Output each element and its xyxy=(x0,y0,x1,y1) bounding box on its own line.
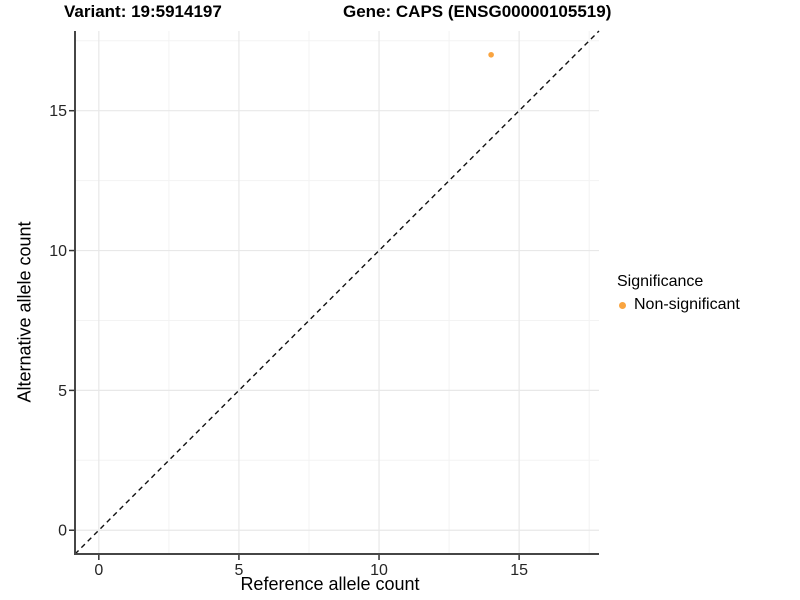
gene-title: Gene: CAPS (ENSG00000105519) xyxy=(343,2,612,21)
legend-item-label: Non-significant xyxy=(634,296,740,313)
legend: Significance Non-significant xyxy=(617,273,740,314)
legend-item-non-significant: Non-significant xyxy=(617,296,740,314)
data-point xyxy=(488,51,494,58)
y-axis-title: Alternative allele count xyxy=(14,221,35,403)
identity-line xyxy=(74,30,600,555)
x-axis-title: Reference allele count xyxy=(240,574,420,594)
x-tick-label: 0 xyxy=(94,562,103,579)
x-tick-label: 15 xyxy=(510,562,528,579)
y-tick-label: 5 xyxy=(58,383,67,400)
legend-title: Significance xyxy=(617,273,704,290)
x-tick-label: 5 xyxy=(234,562,243,579)
y-tick-label: 15 xyxy=(49,103,67,120)
x-tick-label: 10 xyxy=(370,562,388,579)
y-tick-label: 0 xyxy=(58,523,67,540)
variant-title: Variant: 19:5914197 xyxy=(64,2,222,21)
legend-point-icon xyxy=(619,301,626,309)
y-tick-label: 10 xyxy=(49,243,67,260)
